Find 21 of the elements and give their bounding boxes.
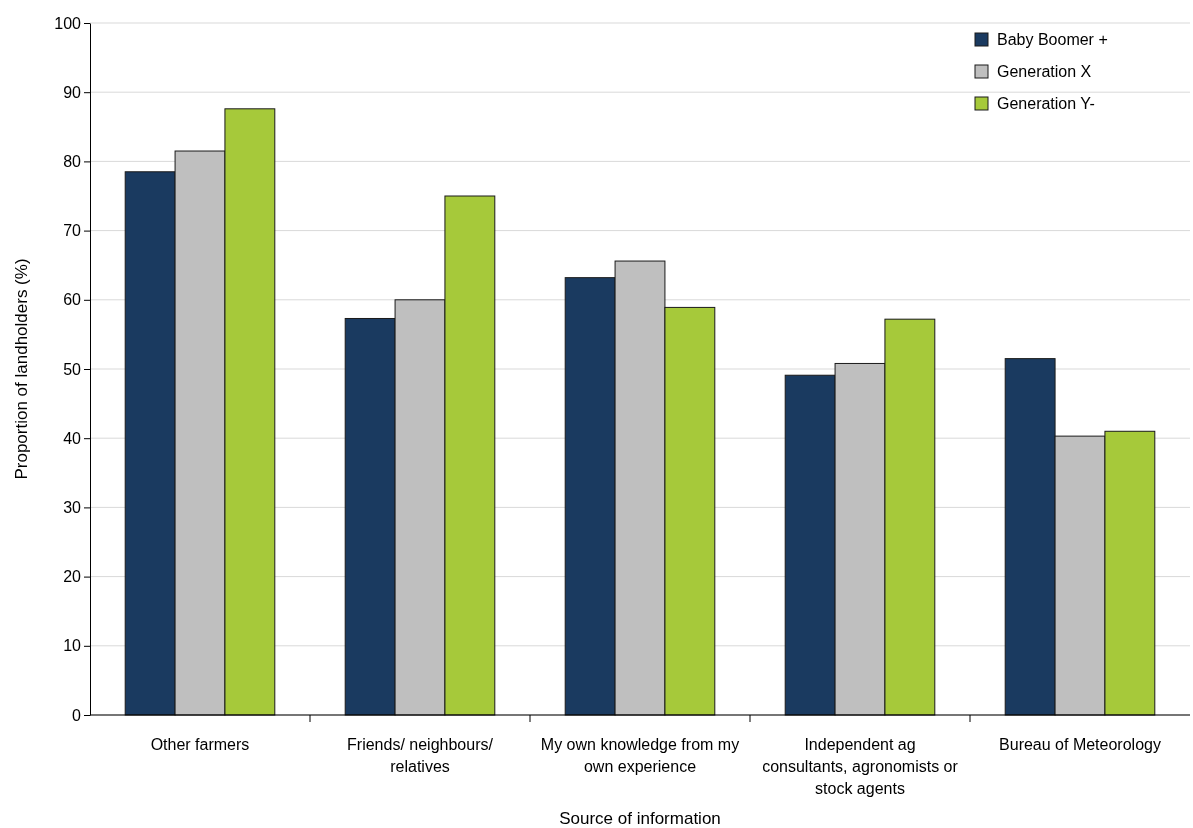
y-tick-label: 70	[63, 222, 82, 240]
x-tick-label: My own knowledge from my own experience	[540, 736, 740, 775]
x-tick-label: Bureau of Meteorology	[999, 736, 1161, 753]
legend-label: Generation Y-	[997, 95, 1095, 112]
x-tick-label: Other farmers	[150, 736, 250, 753]
y-tick-label: 60	[63, 291, 82, 309]
y-tick-label: 90	[63, 83, 82, 101]
y-tick-label: 0	[72, 706, 82, 724]
y-tick-label: 50	[63, 360, 82, 378]
y-tick-label: 10	[63, 637, 82, 655]
y-tick-label: 100	[54, 14, 82, 32]
x-axis-title: Source of information	[559, 809, 721, 828]
y-tick-label: 80	[63, 153, 82, 171]
y-tick-label: 40	[63, 429, 82, 447]
y-tick-label: 20	[63, 568, 82, 586]
y-tick-label: 30	[63, 499, 82, 517]
x-tick-label: Independent ag consultants, agronomists or stock agents	[762, 736, 959, 797]
legend-label: Generation X	[997, 63, 1092, 80]
legend-label: Baby Boomer +	[997, 31, 1108, 48]
x-tick-label: Friends/ neighbours/ relatives	[347, 736, 494, 775]
y-axis-title: Proportion of landholders (%)	[12, 258, 31, 480]
